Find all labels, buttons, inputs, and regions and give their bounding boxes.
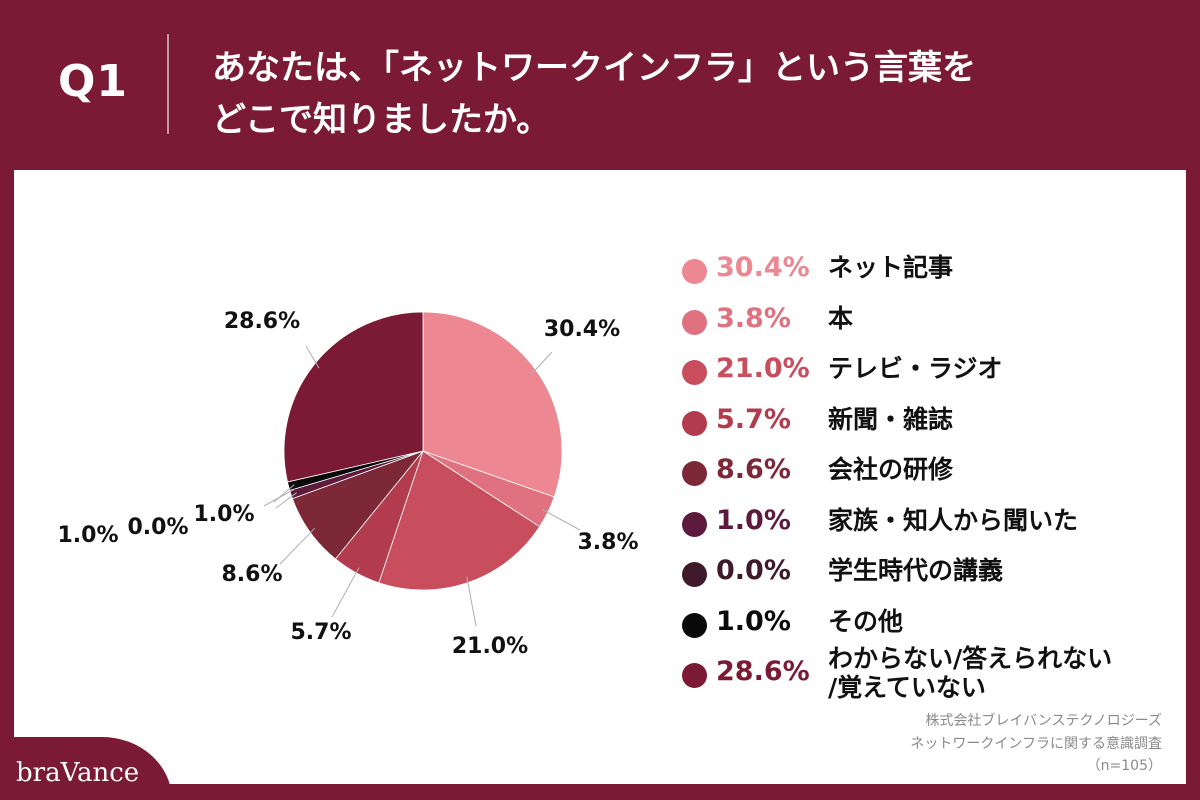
header-divider (167, 34, 169, 134)
legend-swatch (682, 309, 707, 335)
legend-label: 会社の研修 (828, 455, 953, 484)
legend-swatch (682, 410, 707, 436)
data-label: 1.0% (57, 523, 118, 548)
chart-card (14, 170, 1186, 784)
slice- (378, 450, 541, 591)
legend-item: 3.8% 本 (682, 299, 1192, 350)
legend-swatch (682, 360, 707, 385)
legend-swatch (682, 562, 707, 587)
legend-label: ネット記事 (828, 253, 953, 282)
leader-line (273, 484, 295, 503)
source-note: 株式会社ブレイバンステクノロジーズ ネットワークインフラに関する意識調査 （n=… (910, 710, 1162, 778)
source-survey: ネットワークインフラに関する意識調査 (910, 735, 1162, 752)
data-label: 1.0% (193, 502, 254, 527)
legend-percent: 21.0% (716, 353, 810, 384)
leader-line (531, 351, 553, 375)
legend: 30.4% ネット記事 3.8% 本 21.0% テレビ・ラジオ 5.7% 新聞・雑誌 8.6%… (682, 248, 1192, 703)
legend-swatch (682, 511, 707, 537)
legend-item: 28.6% わからない/答えられない/覚えていない (682, 644, 1192, 703)
legend-item: 21.0% テレビ・ラジオ (682, 349, 1192, 400)
brand-logo: braVance (16, 758, 140, 788)
leader-lines (263, 345, 581, 627)
slice- (422, 311, 563, 498)
legend-percent: 0.0% (716, 555, 791, 586)
legend-swatch (682, 663, 707, 688)
pie-slices (283, 311, 563, 591)
legend-label-line: 家族・知人から聞いた (828, 505, 1079, 535)
data-label: 8.6% (221, 562, 282, 587)
legend-label-line: その他 (828, 606, 904, 636)
leader-line (275, 492, 297, 509)
legend-percent: 5.7% (716, 403, 791, 435)
question-line: どこで知りましたか。 (212, 100, 551, 140)
leader-line (466, 576, 477, 627)
legend-label-line: ネット記事 (828, 253, 954, 282)
data-labels: 30.4%3.8%21.0%5.7%8.6%1.0%0.0%1.0%28.6% (57, 309, 638, 659)
legend-percent: 28.6% (716, 656, 810, 687)
legend-label: わからない/答えられない/覚えていない (828, 644, 1112, 702)
legend-swatch (682, 461, 707, 486)
legend-label-line: 新聞・雑誌 (828, 404, 954, 434)
legend-percent: 30.4% (716, 252, 810, 283)
data-label: 21.0% (452, 634, 528, 659)
slice- (283, 311, 424, 483)
data-label: 0.0% (127, 515, 188, 540)
legend-label: 家族・知人から聞いた (828, 506, 1078, 535)
data-label: 3.8% (577, 530, 638, 555)
leader-line (331, 567, 360, 618)
legend-label: テレビ・ラジオ (828, 354, 1003, 383)
legend-label: 学生時代の講義 (828, 556, 1003, 585)
leader-line (279, 527, 316, 565)
legend-item: 1.0% その他 (682, 602, 1192, 653)
legend-item: 0.0% 学生時代の講義 (682, 551, 1192, 602)
legend-percent: 1.0% (716, 504, 791, 536)
leader-line (542, 509, 581, 531)
question-number: Q1 (58, 56, 129, 107)
legend-percent: 8.6% (716, 454, 791, 485)
legend-label: 本 (828, 304, 853, 333)
legend-label: 新聞・雑誌 (828, 405, 953, 434)
legend-label-line: 本 (828, 303, 854, 333)
data-label: 28.6% (224, 309, 300, 334)
legend-item: 8.6% 会社の研修 (682, 450, 1192, 501)
legend-swatch (682, 259, 707, 284)
question-text: あなたは、「ネットワークインフラ」という言葉を どこで知りましたか。 (212, 42, 1112, 146)
legend-label-line: 学生時代の講義 (828, 556, 1004, 585)
legend-swatch (682, 612, 707, 638)
legend-label: その他 (828, 607, 903, 636)
source-sample-size: （n=105） (1086, 758, 1162, 774)
data-label: 30.4% (544, 317, 620, 342)
header: Q1 あなたは、「ネットワークインフラ」という言葉を どこで知りましたか。 (0, 0, 1200, 170)
legend-label-line: 会社の研修 (828, 455, 954, 484)
legend-item: 30.4% ネット記事 (682, 248, 1192, 299)
legend-percent: 3.8% (716, 302, 791, 334)
legend-label-line: テレビ・ラジオ (828, 354, 1003, 383)
legend-percent: 1.0% (716, 605, 791, 637)
legend-label-line: /覚えていない (828, 673, 986, 702)
legend-label-line: わからない/答えられない (828, 644, 1113, 673)
legend-item: 1.0% 家族・知人から聞いた (682, 501, 1192, 552)
pie-chart: 30.4%3.8%21.0%5.7%8.6%1.0%0.0%1.0%28.6% (57, 309, 638, 659)
leader-line (305, 345, 320, 369)
legend-item: 5.7% 新聞・雑誌 (682, 400, 1192, 451)
data-label: 5.7% (290, 620, 351, 645)
source-company: 株式会社ブレイバンステクノロジーズ (925, 713, 1162, 729)
question-line: あなたは、「ネットワークインフラ」という言葉を (212, 48, 976, 88)
